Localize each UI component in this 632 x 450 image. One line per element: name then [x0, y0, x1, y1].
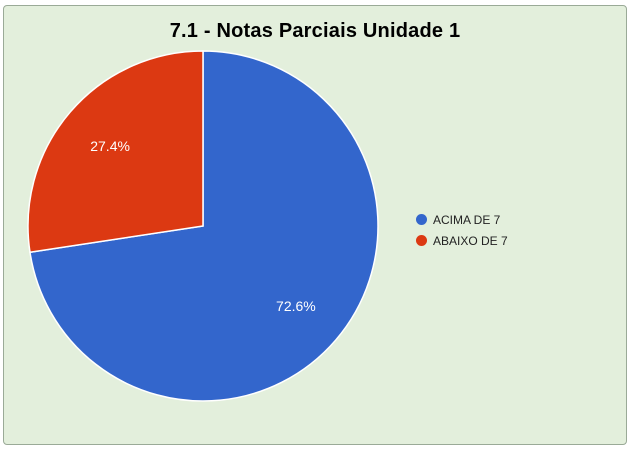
legend-label-abaixo: ABAIXO DE 7: [433, 233, 508, 248]
pie-slices: [27, 50, 379, 402]
pie-label-abaixo: 27.4%: [90, 138, 130, 154]
pie-labels: 72.6% 27.4%: [90, 138, 316, 314]
pie-label-acima: 72.6%: [276, 298, 316, 314]
legend-label-acima: ACIMA DE 7: [433, 212, 501, 227]
pie-slice-abaixo[interactable]: [27, 50, 204, 254]
legend-swatch-acima: [416, 214, 427, 225]
chart-panel: 7.1 - Notas Parciais Unidade 1 72.6% 27.4…: [3, 5, 627, 445]
legend-item-acima[interactable]: ACIMA DE 7: [416, 209, 508, 230]
legend-item-abaixo[interactable]: ABAIXO DE 7: [416, 230, 508, 251]
legend-swatch-abaixo: [416, 235, 427, 246]
chart-legend: ACIMA DE 7 ABAIXO DE 7: [416, 209, 508, 251]
pie-slice-acima[interactable]: [29, 50, 379, 402]
chart-title: 7.1 - Notas Parciais Unidade 1: [169, 20, 461, 42]
pie-chart: 72.6% 27.4%: [27, 50, 379, 402]
